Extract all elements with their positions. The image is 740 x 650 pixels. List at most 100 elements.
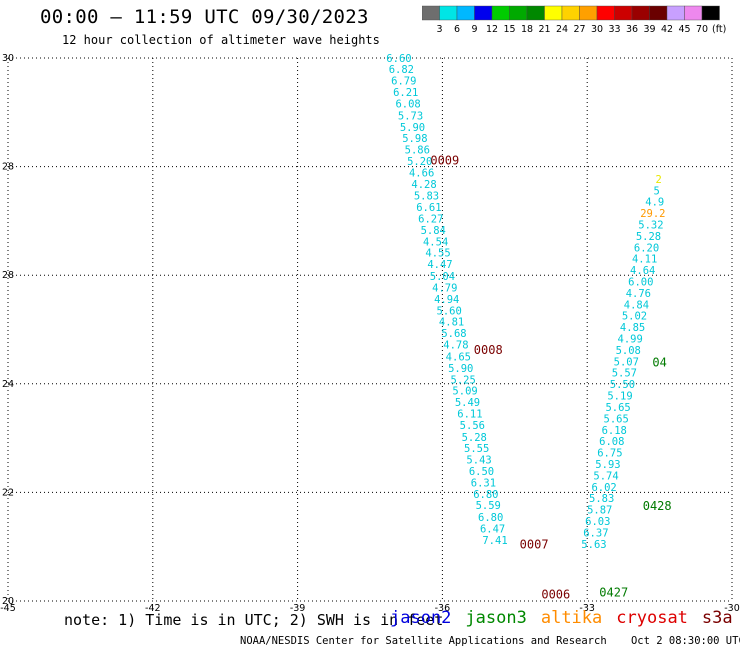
wave-height-label: 5.65 (605, 402, 630, 414)
y-tick-label: 24 (2, 379, 14, 390)
wave-height-label: 5.63 (581, 539, 606, 551)
wave-height-label: 4.99 (618, 334, 643, 346)
wave-height-label: 6.21 (393, 87, 418, 99)
wave-height-label: 4.76 (626, 288, 651, 300)
wave-height-label: 29.2 (640, 208, 665, 220)
wave-height-label: 6.37 (583, 527, 608, 539)
pass-time-label: 0008 (474, 343, 503, 357)
wave-height-label: 7.41 (482, 535, 507, 547)
wave-height-label: 4.55 (425, 248, 450, 260)
y-tick-label: 20 (2, 596, 14, 607)
wave-height-label: 5.55 (464, 443, 489, 455)
wave-height-label: 5.08 (616, 345, 641, 357)
wave-height-label: 4.9 (645, 197, 664, 209)
pass-time-label: 0427 (599, 586, 628, 600)
y-tick-label: 30 (2, 53, 14, 64)
wave-height-label: 6.80 (473, 489, 498, 501)
pass-time-label: 0009 (430, 153, 459, 167)
wave-height-label: 4.81 (439, 317, 464, 329)
wave-height-label: 5.86 (405, 145, 430, 157)
wave-height-label: 6.20 (634, 242, 659, 254)
wave-height-label: 5.02 (622, 311, 647, 323)
colorbar-tick-label: 21 (538, 24, 550, 35)
wave-height-label: 4.28 (411, 179, 436, 191)
wave-height-label: 5.87 (587, 505, 612, 517)
wave-height-label: 5.57 (612, 368, 637, 380)
wave-height-label: 6.08 (395, 98, 420, 110)
satellite-label-s3a: s3a (701, 608, 733, 628)
colorbar-tick-label: 33 (608, 24, 620, 35)
wave-height-label: 6.79 (391, 76, 416, 88)
wave-height-label: 6.82 (389, 64, 414, 76)
colorbar-tick-label: 39 (643, 24, 655, 35)
wave-height-label: 5.83 (589, 493, 614, 505)
colorbar-tick-label: 9 (471, 24, 477, 35)
colorbar-tick-label: 36 (626, 24, 638, 35)
x-tick-label: -36 (435, 603, 451, 614)
colorbar-tick-label: 42 (661, 24, 673, 35)
wave-height-label: 5.25 (451, 374, 476, 386)
x-tick-label: -33 (579, 603, 595, 614)
wave-height-label: 6.61 (416, 202, 441, 214)
satellite-label-jason2: jason2 (390, 608, 452, 628)
colorbar-tick-label: 30 (591, 24, 603, 35)
color-scale-legend: 3 6 9 12 15 18 21 24 27 30 33 36 39 42 45 70 (ft) (422, 5, 726, 35)
y-tick-label: 28 (2, 162, 14, 173)
wave-height-label: 6.00 (628, 277, 653, 289)
wave-height-label: 4.65 (446, 351, 471, 363)
wave-height-label: 5.74 (593, 470, 618, 482)
colorbar-unit: (ft) (712, 24, 726, 35)
colorbar-tick-label: 18 (521, 24, 533, 35)
plot-points: 6.606.826.796.216.085.735.905.985.865.20… (386, 53, 671, 601)
pass-time-label: 0007 (520, 537, 549, 551)
wave-height-label: 5 (654, 185, 660, 197)
pass-time-label: 04 (652, 355, 666, 369)
wave-height-label: 5.32 (638, 220, 663, 232)
wave-height-label: 6.03 (585, 516, 610, 528)
colorbar-tick-label: 12 (486, 24, 498, 35)
x-tick-label: -30 (724, 603, 740, 614)
wave-height-label: 4.78 (443, 340, 468, 352)
wave-height-label: 6.08 (599, 436, 624, 448)
satellite-label-cryosat: cryosat (616, 608, 688, 628)
wave-height-label: 5.20 (407, 156, 432, 168)
generated-timestamp: Oct 2 08:30:00 UTC 2023 (630, 635, 740, 647)
wave-height-label: 5.59 (476, 500, 501, 512)
chart-title: 00:00 – 11:59 UTC 09/30/2023 (40, 6, 369, 28)
wave-height-label: 4.79 (432, 282, 457, 294)
wave-height-label: 5.90 (448, 363, 473, 375)
wave-height-label: 6.60 (386, 53, 411, 65)
credit-text: NOAA/NESDIS Center for Satellite Applica… (240, 635, 607, 647)
x-tick-label: -45 (0, 603, 16, 614)
wave-height-label: 5.84 (421, 225, 446, 237)
wave-height-label: 6.31 (471, 477, 496, 489)
pass-time-label: 0006 (541, 587, 570, 601)
wave-height-label: 5.49 (455, 397, 480, 409)
colorbar-tick-label: 45 (678, 24, 690, 35)
colorbar-tick-label: 15 (503, 24, 515, 35)
satellite-legend: jason2 jason3 altika cryosat s3a (390, 608, 740, 628)
wave-height-label: 4.66 (409, 167, 434, 179)
chart-subtitle: 12 hour collection of altimeter wave hei… (62, 33, 380, 47)
wave-height-label: 4.85 (620, 322, 645, 334)
wave-height-label: 5.43 (466, 455, 491, 467)
colorbar-tick-label: 70 (696, 24, 708, 35)
wave-height-label: 5.56 (460, 420, 485, 432)
wave-height-label: 6.11 (457, 408, 482, 420)
y-tick-label: 28 (2, 270, 14, 281)
wave-height-label: 6.75 (597, 448, 622, 460)
colorbar-tick-label: 24 (556, 24, 568, 35)
wave-height-label: 5.90 (400, 122, 425, 134)
wave-height-label: 5.09 (452, 386, 477, 398)
wave-height-label: 4.54 (423, 236, 448, 248)
wave-height-label: 5.04 (430, 271, 455, 283)
colorbar-tick-label: 27 (573, 24, 585, 35)
wave-height-label: 5.28 (636, 231, 661, 243)
footer-note: note: 1) Time is in UTC; 2) SWH is in fe… (64, 611, 444, 629)
satellite-label-altika: altika (540, 608, 603, 628)
wave-height-label: 5.65 (604, 413, 629, 425)
wave-height-label: 5.93 (595, 459, 620, 471)
wave-height-label: 4.64 (630, 265, 655, 277)
colorbar-swatch (701, 5, 720, 21)
